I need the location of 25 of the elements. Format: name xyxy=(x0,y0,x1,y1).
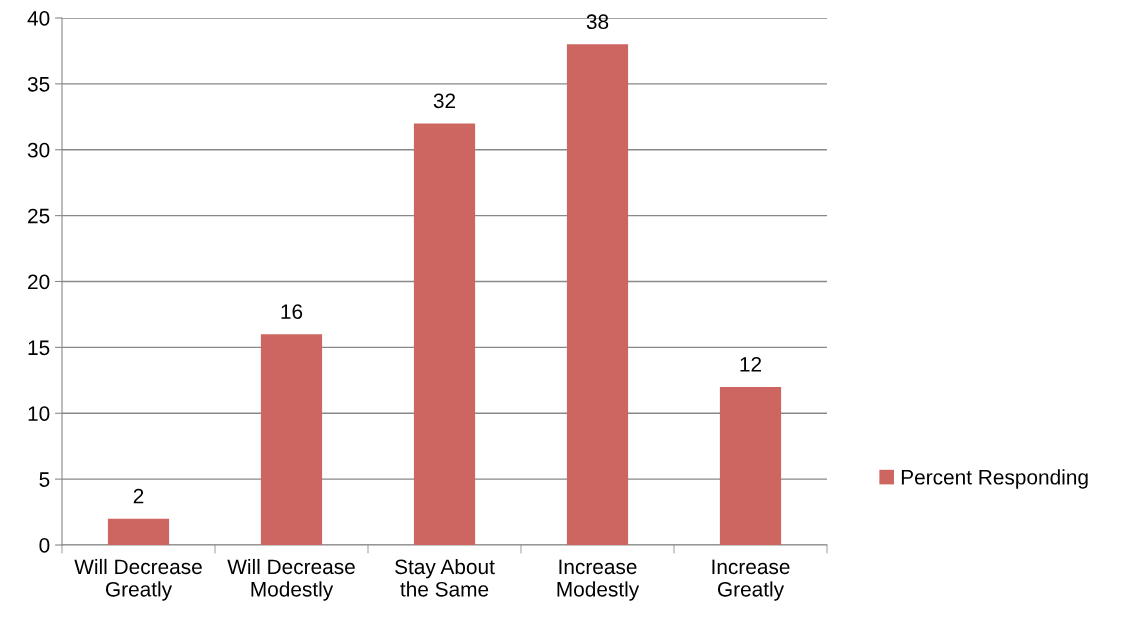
legend-label: Percent Responding xyxy=(901,469,1088,489)
data-label: 12 xyxy=(740,356,762,372)
y-tick-label: 30 xyxy=(27,142,50,158)
y-tick-label: 35 xyxy=(27,76,50,92)
bar xyxy=(413,123,476,545)
x-tick-label: Increase Modestly xyxy=(557,559,640,601)
data-label: 32 xyxy=(433,93,456,109)
x-tick-label: Increase Greatly xyxy=(712,559,790,601)
bar xyxy=(566,44,629,545)
y-tick-label: 20 xyxy=(28,274,50,290)
bar xyxy=(260,334,323,545)
bar xyxy=(107,518,170,545)
data-label: 2 xyxy=(133,488,144,504)
data-label: 38 xyxy=(586,14,609,30)
y-tick-label: 0 xyxy=(39,538,50,553)
y-tick-label: 5 xyxy=(39,472,50,487)
x-tick-label: Will Decrease Modestly xyxy=(227,558,355,601)
x-tick-label: Will Decrease Greatly xyxy=(74,558,202,601)
y-tick-label: 10 xyxy=(28,406,50,421)
data-label: 16 xyxy=(281,304,303,319)
y-tick-label: 40 xyxy=(27,11,50,26)
y-tick-label: 25 xyxy=(28,208,50,224)
bar xyxy=(719,386,782,545)
x-tick-label: Stay About the Same xyxy=(395,558,495,597)
y-tick-label: 15 xyxy=(28,340,50,356)
